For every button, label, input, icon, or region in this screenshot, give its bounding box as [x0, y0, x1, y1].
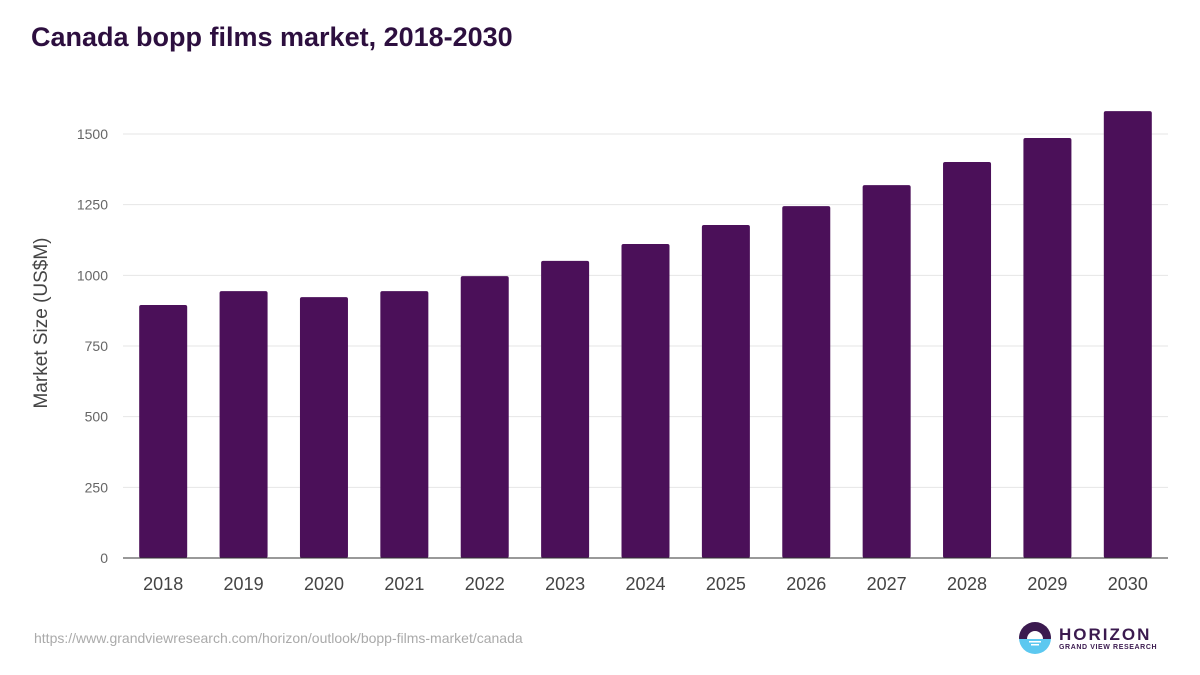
bar-2019 — [219, 291, 268, 558]
x-tick-label: 2025 — [706, 574, 746, 594]
x-tick-label: 2027 — [867, 574, 907, 594]
x-tick-label: 2028 — [947, 574, 987, 594]
horizon-logo: HORIZON GRAND VIEW RESEARCH — [1019, 622, 1157, 654]
bar-2024 — [621, 243, 670, 558]
logo-main-text: HORIZON — [1059, 624, 1152, 644]
bar-2028 — [943, 161, 992, 558]
horizon-logo-icon — [1019, 622, 1051, 654]
bar-2029 — [1023, 137, 1072, 558]
y-tick-label: 0 — [100, 550, 108, 566]
y-tick-label: 250 — [85, 479, 109, 495]
x-tick-label: 2019 — [224, 574, 264, 594]
x-tick-label: 2023 — [545, 574, 585, 594]
bar-2030 — [1103, 111, 1152, 558]
y-tick-label: 1250 — [77, 197, 108, 213]
x-tick-label: 2020 — [304, 574, 344, 594]
source-url[interactable]: https://www.grandviewresearch.com/horizo… — [34, 630, 523, 646]
bar-2027 — [862, 185, 911, 559]
bar-2023 — [541, 260, 590, 558]
x-tick-label: 2029 — [1027, 574, 1067, 594]
bar-2026 — [782, 206, 831, 558]
chart-title: Canada bopp films market, 2018-2030 — [31, 22, 513, 52]
y-tick-label: 1000 — [77, 267, 108, 283]
x-tick-label: 2024 — [625, 574, 665, 594]
x-tick-label: 2021 — [384, 574, 424, 594]
y-tick-label: 1500 — [77, 126, 108, 142]
bar-2021 — [380, 291, 429, 558]
logo-sub-text: GRAND VIEW RESEARCH — [1059, 643, 1158, 651]
x-tick-label: 2022 — [465, 574, 505, 594]
x-tick-label: 2018 — [143, 574, 183, 594]
bar-2020 — [299, 297, 348, 558]
y-tick-label: 500 — [85, 409, 109, 425]
y-axis-label: Market Size (US$M) — [31, 237, 52, 408]
x-tick-label: 2030 — [1108, 574, 1148, 594]
bar-2025 — [701, 225, 750, 558]
y-tick-label: 750 — [85, 338, 109, 354]
x-tick-label: 2026 — [786, 574, 826, 594]
bar-2022 — [460, 276, 509, 558]
bar-2018 — [139, 305, 188, 558]
